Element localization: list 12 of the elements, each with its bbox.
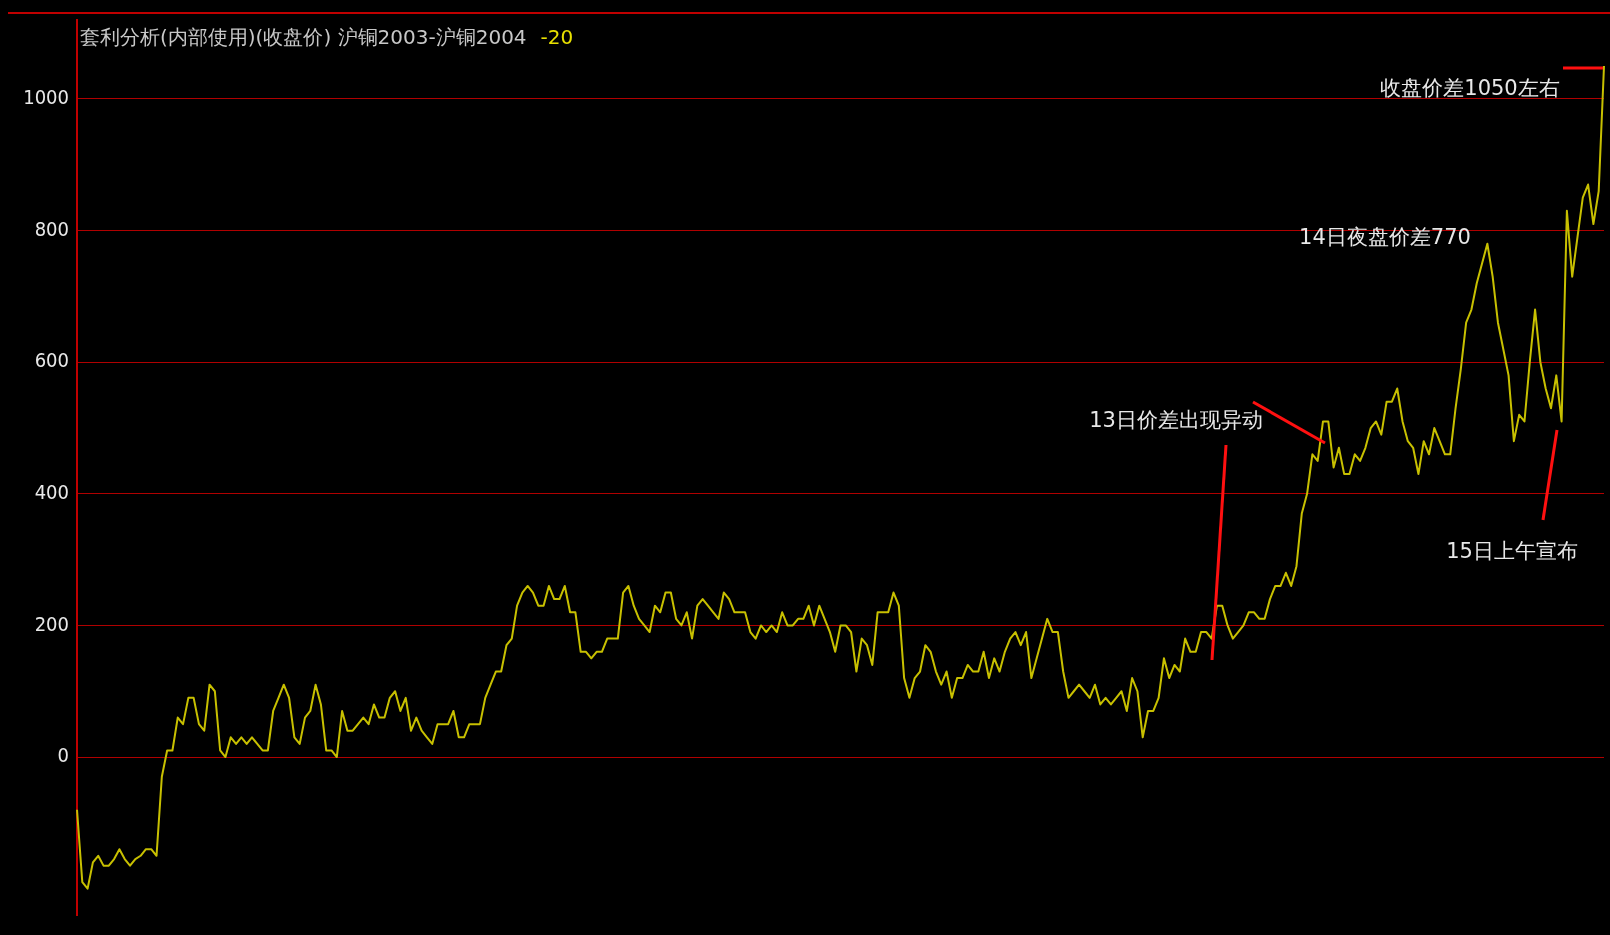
- annotation: 13日价差出现异动: [1089, 407, 1263, 434]
- y-tick-label: 1000: [23, 85, 69, 110]
- annotation: 14日夜盘价差770: [1299, 224, 1471, 251]
- chart-subtitle: -20: [540, 25, 574, 49]
- y-tick-label: 600: [34, 348, 69, 373]
- y-tick-label: 800: [34, 216, 69, 241]
- y-tick-label: 200: [34, 611, 69, 636]
- y-tick-label: 0: [57, 743, 69, 768]
- annotation: 15日上午宣布: [1446, 538, 1578, 565]
- annotation: 收盘价差1050左右: [1380, 75, 1560, 102]
- y-tick-label: 400: [34, 480, 69, 505]
- chart-title: 套利分析(内部使用)(收盘价) 沪铜2003-沪铜2004: [80, 25, 527, 49]
